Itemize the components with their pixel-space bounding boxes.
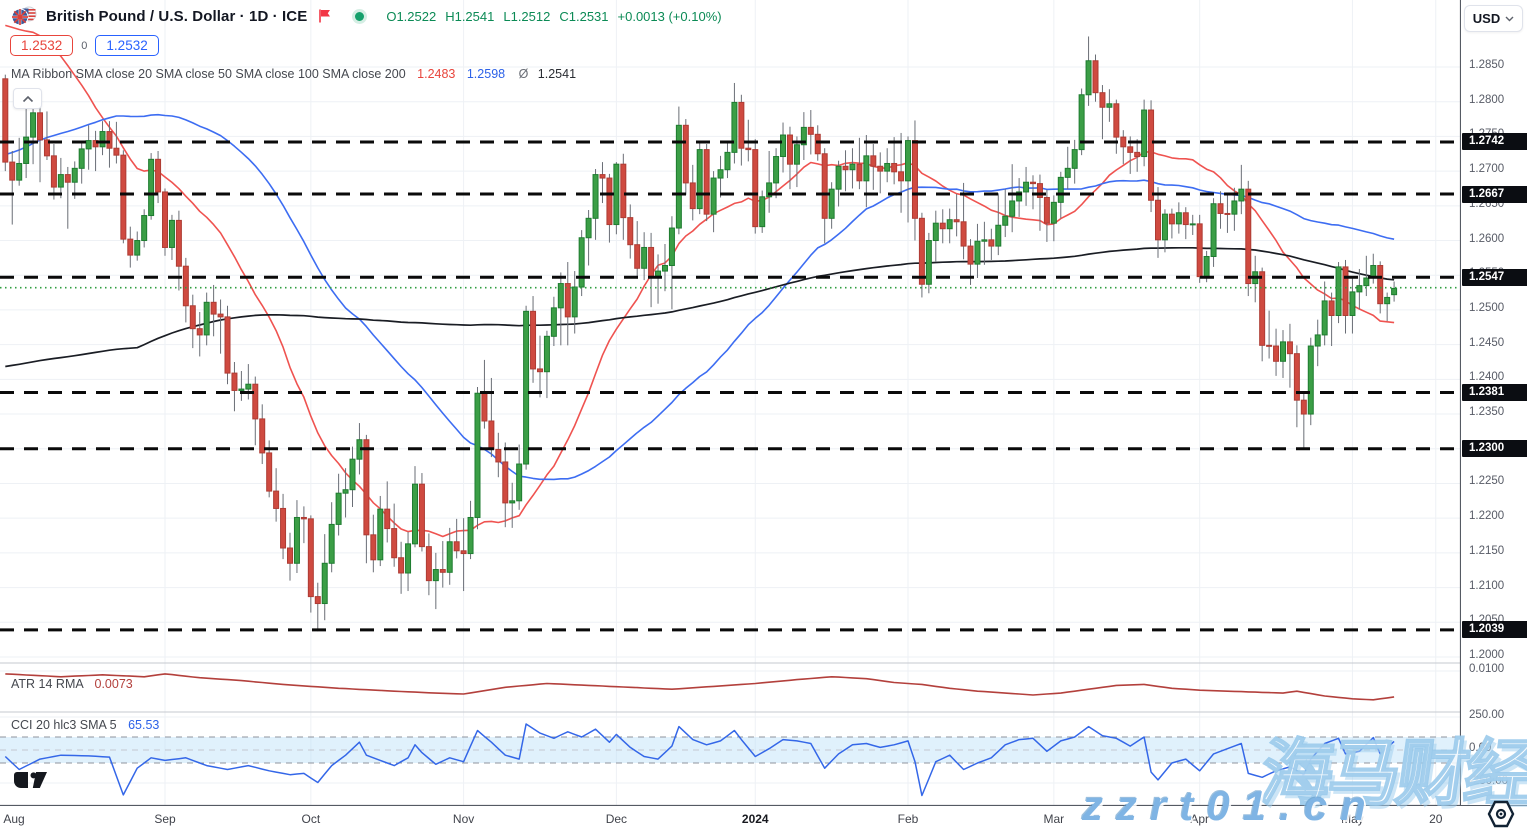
price-level-badge[interactable]: 1.2300 bbox=[1462, 440, 1527, 458]
time-axis[interactable]: Aug Sep Oct Nov Dec 2024 Feb Mar Apr May 20 bbox=[0, 806, 1527, 834]
change-value: +0.0013 (+0.10%) bbox=[617, 8, 722, 24]
cci-tick-label: -250.00 bbox=[1469, 775, 1509, 787]
price-tick-label: 1.2200 bbox=[1469, 510, 1505, 523]
cci-tick-label: 0.00 bbox=[1469, 742, 1492, 754]
sma-average-value: 1.2541 bbox=[537, 67, 577, 81]
price-tick-label: 1.2150 bbox=[1469, 544, 1505, 557]
buy-button[interactable]: 1.2532 bbox=[95, 35, 159, 56]
atr-title: ATR 14 RMA bbox=[11, 677, 84, 691]
atr-tick-label: 0.0100 bbox=[1469, 663, 1505, 675]
symbol-title[interactable]: British Pound / U.S. Dollar · 1D · ICE bbox=[46, 7, 308, 25]
time-tick-label[interactable]: 20 bbox=[1429, 812, 1443, 826]
sell-button[interactable]: 1.2532 bbox=[10, 35, 74, 56]
price-tick-label: 1.2350 bbox=[1469, 406, 1505, 419]
price-tick-label: 1.2850 bbox=[1469, 59, 1505, 71]
price-tick-label: 1.2000 bbox=[1469, 648, 1505, 661]
price-tick-label: 1.2700 bbox=[1469, 163, 1505, 176]
ma-ribbon-title: MA Ribbon SMA close 20 SMA close 50 SMA … bbox=[11, 67, 406, 81]
time-tick-label[interactable]: Dec bbox=[605, 812, 628, 826]
tradingview-logo-icon[interactable] bbox=[13, 772, 53, 790]
price-tick-label: 1.2500 bbox=[1469, 301, 1505, 314]
price-tick-label: 1.2600 bbox=[1469, 232, 1505, 245]
cci-title: CCI 20 hlc3 SMA 5 bbox=[11, 718, 117, 732]
price-tick-label: 1.2100 bbox=[1469, 579, 1505, 592]
trade-panel: 1.2532 0 1.2532 bbox=[10, 35, 159, 56]
time-tick-label[interactable]: Apr bbox=[1190, 812, 1209, 826]
atr-legend[interactable]: ATR 14 RMA 0.0073 bbox=[11, 677, 133, 691]
price-tick-label: 1.2400 bbox=[1469, 371, 1505, 384]
chevron-up-icon bbox=[22, 95, 33, 102]
price-tick-label: 1.2450 bbox=[1469, 336, 1505, 349]
watermark-domain: zzrt01.cn bbox=[1082, 782, 1379, 829]
price-level-badge[interactable]: 1.2667 bbox=[1462, 185, 1527, 203]
price-level-badge[interactable]: 1.2547 bbox=[1462, 268, 1527, 286]
watermark-hexagon-icon bbox=[1487, 800, 1515, 828]
time-tick-label[interactable]: Oct bbox=[301, 812, 321, 826]
time-tick-label[interactable]: May bbox=[1341, 812, 1364, 826]
symbol-header: British Pound / U.S. Dollar · 1D · ICE O… bbox=[10, 5, 722, 27]
currency-pair-icon bbox=[10, 6, 40, 26]
price-axis[interactable]: 1.28501.28001.27501.27001.26501.26001.25… bbox=[1461, 0, 1527, 805]
price-level-badge[interactable]: 1.2039 bbox=[1462, 621, 1527, 639]
market-status-icon[interactable] bbox=[355, 11, 365, 21]
ohlc-readout: O1.2522 H1.2541 L1.2512 C1.2531 +0.0013 … bbox=[386, 9, 721, 24]
sma20-value: 1.2483 bbox=[417, 67, 456, 81]
close-value: C1.2531 bbox=[559, 8, 609, 24]
time-tick-label[interactable]: Aug bbox=[3, 812, 25, 826]
currency-unit-label: USD bbox=[1472, 11, 1501, 26]
time-tick-label[interactable]: Feb bbox=[897, 812, 919, 826]
price-tick-label: 1.2800 bbox=[1469, 93, 1505, 106]
price-level-badge[interactable]: 1.2381 bbox=[1462, 384, 1527, 402]
spread-value: 0 bbox=[81, 39, 88, 52]
currency-unit-button[interactable]: USD bbox=[1464, 5, 1523, 32]
cci-tick-label: 250.00 bbox=[1469, 709, 1505, 721]
atr-value: 0.0073 bbox=[94, 677, 133, 691]
time-tick-label[interactable]: Mar bbox=[1043, 812, 1065, 826]
time-tick-label[interactable]: 2024 bbox=[741, 812, 769, 826]
time-tick-label[interactable]: Nov bbox=[452, 812, 475, 826]
chevron-down-icon bbox=[1505, 16, 1514, 21]
sma50-value: 1.2598 bbox=[466, 67, 506, 81]
open-value: O1.2522 bbox=[386, 8, 437, 24]
price-level-badge[interactable]: 1.2742 bbox=[1462, 133, 1527, 151]
collapse-panel-button[interactable] bbox=[13, 88, 42, 109]
average-symbol: Ø bbox=[518, 67, 529, 81]
time-tick-label[interactable]: Sep bbox=[154, 812, 176, 826]
high-value: H1.2541 bbox=[445, 8, 495, 24]
cci-legend[interactable]: CCI 20 hlc3 SMA 5 65.53 bbox=[11, 718, 159, 732]
flag-icon[interactable] bbox=[317, 8, 333, 24]
low-value: L1.2512 bbox=[503, 8, 551, 24]
cci-value: 65.53 bbox=[128, 718, 160, 732]
price-tick-label: 1.2250 bbox=[1469, 475, 1505, 488]
ma-ribbon-legend[interactable]: MA Ribbon SMA close 20 SMA close 50 SMA … bbox=[11, 67, 576, 81]
